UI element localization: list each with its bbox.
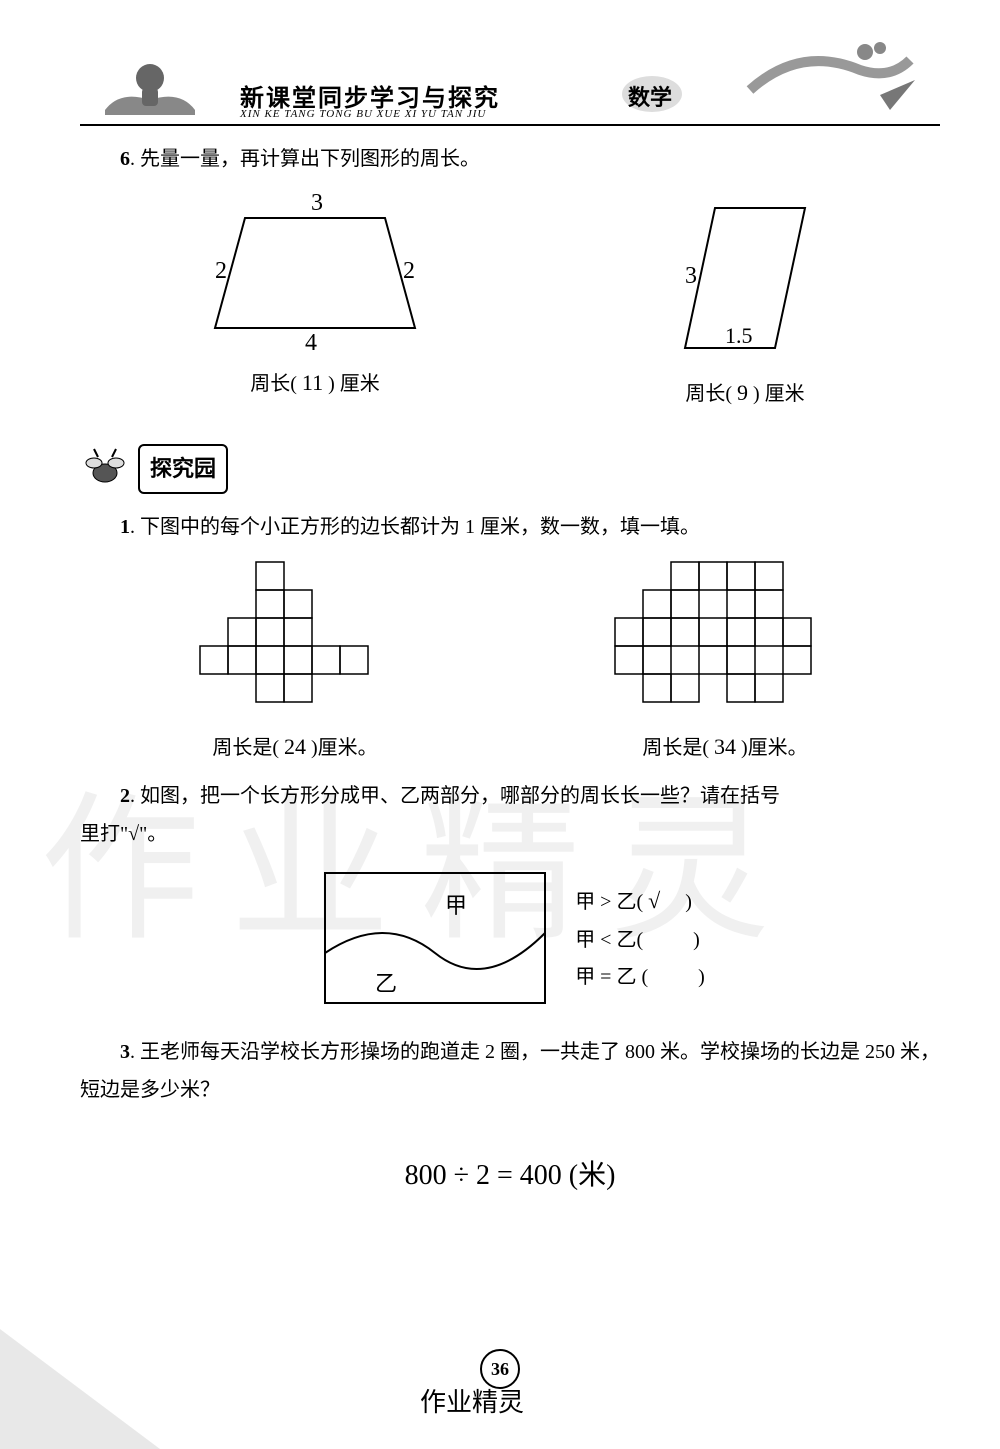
header-pinyin: XIN KE TANG TONG BU XUE XI YU TAN JIU [240, 108, 486, 120]
q2-option-3: 甲 = 乙 ( ) [575, 957, 705, 994]
para-left-label: 3 [685, 263, 697, 289]
q6-trap-answer: 周长( 11 ) 厘米 [185, 362, 445, 404]
q6-trap-answer-value: 11 [302, 370, 323, 395]
q1-b-answer-value: 34 [714, 734, 736, 759]
q6-trapezoid: 3 2 2 4 周长( 11 ) 厘米 [185, 188, 445, 414]
q3-text: . 王老师每天沿学校长方形操场的跑道走 2 圈，一共走了 800 米。学校操场的… [80, 1041, 940, 1101]
bee-icon [80, 447, 130, 491]
q1-grid-a [188, 556, 388, 716]
footer-handwriting: 作业精灵 [420, 1382, 524, 1419]
trap-bottom-label: 4 [305, 330, 317, 356]
q1-grid-b [603, 556, 833, 716]
q2-label-yi: 乙 [375, 971, 397, 996]
corner-fold-icon [0, 1329, 160, 1449]
q1-b-answer: 周长是( 34 )厘米。 [642, 726, 807, 768]
para-bottom-label: 1.5 [725, 323, 753, 348]
header-decor-right-icon [740, 40, 920, 120]
q2-option-1: 甲 > 乙( √ ) [575, 882, 705, 919]
q2-option-2: 甲 < 乙( ) [575, 920, 705, 957]
trap-left-label: 2 [215, 258, 227, 284]
q1-figures [80, 556, 940, 716]
q3-work: 800 ÷ 2 = 400 (米) [80, 1149, 940, 1202]
question-2: 2. 如图，把一个长方形分成甲、乙两部分，哪部分的周长长一些？请在括号 [80, 777, 940, 815]
q1-a-answer: 周长是( 24 )厘米。 [212, 726, 377, 768]
header-rule [80, 124, 940, 126]
q2-options: 甲 > 乙( √ ) 甲 < 乙( ) 甲 = 乙 ( ) [575, 882, 705, 994]
q6-parallelogram: 3 1.5 周长( 9 ) 厘米 [655, 188, 835, 414]
q3-number: 3 [120, 1041, 130, 1063]
page-header: 新课堂同步学习与探究 XIN KE TANG TONG BU XUE XI YU… [80, 30, 940, 130]
q1-text: . 下图中的每个小正方形的边长都计为 1 厘米，数一数，填一填。 [130, 516, 700, 538]
q2-option-1-mark: √ [648, 888, 660, 913]
q2-text-b: 里打"√"。 [80, 815, 940, 853]
trap-top-label: 3 [311, 190, 323, 216]
q2-figure-row: 甲 乙 甲 > 乙( √ ) 甲 < 乙( ) 甲 = 乙 ( [80, 863, 940, 1013]
q6-para-answer: 周长( 9 ) 厘米 [655, 372, 835, 414]
page: 作业精灵 新课堂同步学习与探究 XIN KE TANG TONG BU XUE … [0, 0, 1000, 1449]
header-decor-left-icon [100, 50, 200, 120]
question-1: 1. 下图中的每个小正方形的边长都计为 1 厘米，数一数，填一填。 [80, 508, 940, 546]
q2-number: 2 [120, 785, 130, 807]
q1-a-answer-value: 24 [284, 734, 306, 759]
q1-number: 1 [120, 516, 130, 538]
q6-para-answer-value: 9 [737, 380, 748, 405]
content: 6. 先量一量，再计算出下列图形的周长。 3 2 2 4 周长( 11 ) 厘米 [80, 140, 940, 1203]
question-3: 3. 王老师每天沿学校长方形操场的跑道走 2 圈，一共走了 800 米。学校操场… [80, 1033, 940, 1109]
q6-text: . 先量一量，再计算出下列图形的周长。 [130, 148, 480, 170]
q2-text-a: . 如图，把一个长方形分成甲、乙两部分，哪部分的周长长一些？请在括号 [130, 785, 780, 807]
trap-right-label: 2 [403, 258, 415, 284]
header-subject: 数学 [628, 80, 672, 112]
q2-rectangle: 甲 乙 [315, 863, 555, 1013]
section-title: 探究园 [138, 444, 228, 494]
section-header: 探究园 [80, 444, 940, 494]
q6-number: 6 [120, 148, 130, 170]
q6-figures: 3 2 2 4 周长( 11 ) 厘米 3 1.5 [80, 188, 940, 414]
question-6: 6. 先量一量，再计算出下列图形的周长。 [80, 140, 940, 178]
q2-label-jia: 甲 [445, 893, 467, 918]
